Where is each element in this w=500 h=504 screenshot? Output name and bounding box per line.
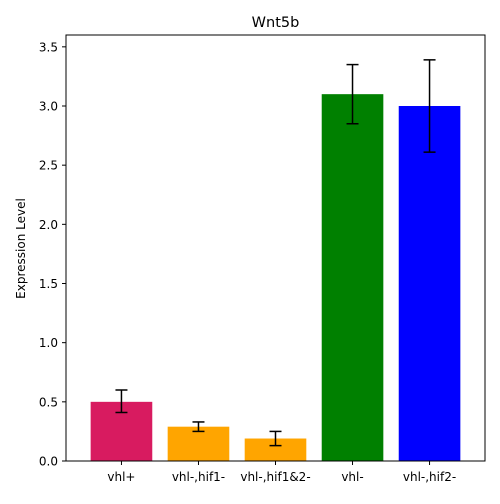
- x-tick-label-4: vhl-,hif2-: [403, 470, 456, 484]
- bar-1: [167, 426, 230, 461]
- x-tick-label-1: vhl-,hif1-: [172, 470, 225, 484]
- chart-title: Wnt5b: [252, 15, 300, 31]
- y-tick-label-2: 1.0: [39, 336, 58, 350]
- bar-2: [244, 438, 307, 461]
- x-tick-label-3: vhl-: [341, 470, 363, 484]
- y-tick-label-4: 2.0: [39, 218, 58, 232]
- y-tick-label-6: 3.0: [39, 100, 58, 114]
- y-tick-label-5: 2.5: [39, 159, 58, 173]
- y-tick-label-3: 1.5: [39, 277, 58, 291]
- y-tick-label-7: 3.5: [39, 40, 58, 54]
- ticks-layer: vhl+ vhl-,hif1- vhl-,hif1&2- vhl-vhl-,hif2-…: [39, 40, 456, 484]
- y-tick-label-0: 0.0: [39, 455, 58, 469]
- x-tick-label-0: vhl+: [107, 470, 135, 484]
- bar-3: [321, 94, 384, 462]
- error-bars-layer: [115, 59, 436, 447]
- bars-layer: [90, 94, 461, 462]
- bar-4: [398, 106, 461, 461]
- x-tick-label-2: vhl-,hif1&2-: [240, 470, 310, 484]
- y-tick-label-1: 0.5: [39, 395, 58, 409]
- y-axis-label: Expression Level: [14, 198, 28, 299]
